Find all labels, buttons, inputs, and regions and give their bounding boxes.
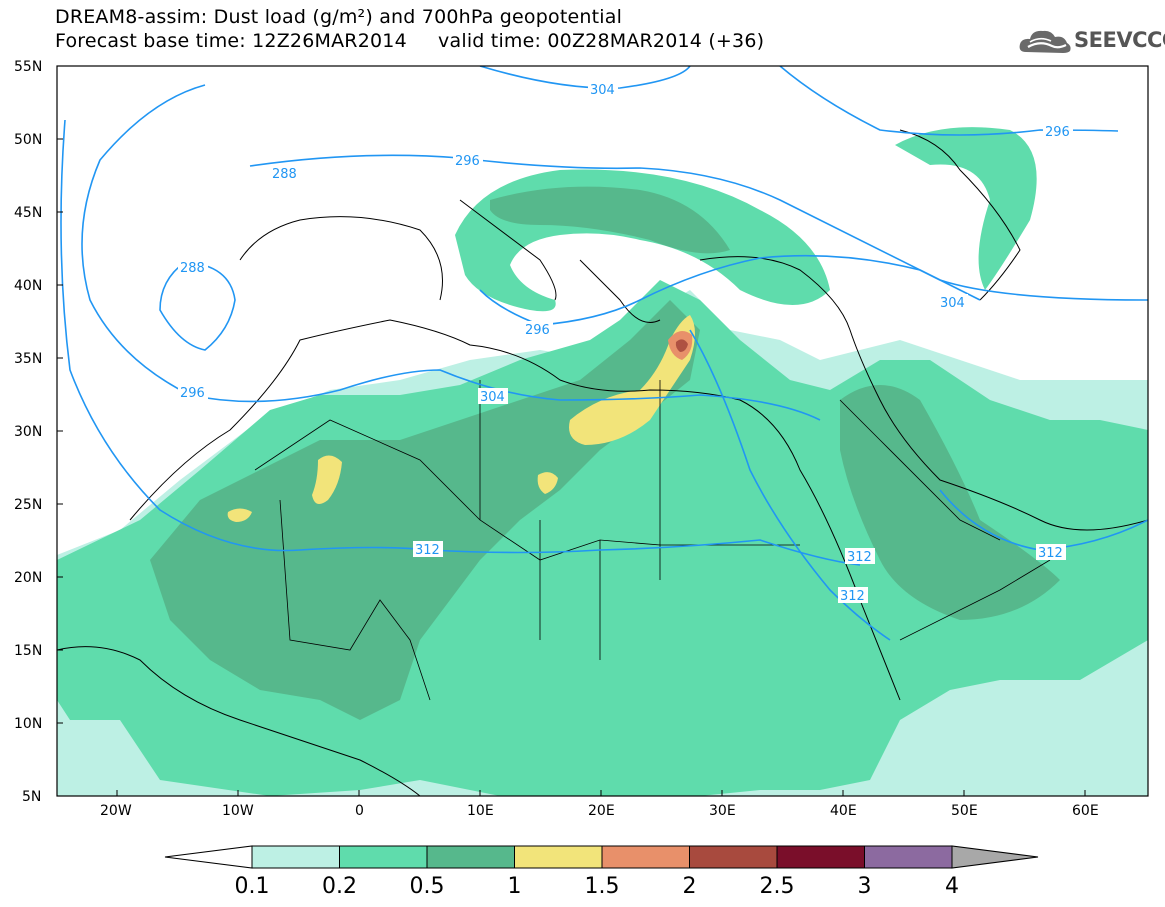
contour-label: 304 xyxy=(590,83,615,98)
contour-label: 304 xyxy=(480,390,505,405)
colorbar-label: 3 xyxy=(858,874,872,899)
colorbar-swatch xyxy=(864,845,953,869)
lat-labels: 55N 50N 45N 40N 35N 30N 25N 20N 15N 10N … xyxy=(14,59,42,805)
lon-tick-label: 0 xyxy=(355,803,364,819)
contour-label: 296 xyxy=(1045,125,1070,140)
contour-label: 296 xyxy=(455,154,480,169)
cloud-icon xyxy=(1019,30,1071,53)
contour-label: 288 xyxy=(180,261,205,276)
lat-tick-label: 25N xyxy=(14,497,42,513)
lon-tick-label: 10E xyxy=(467,803,494,819)
colorbar-label: 0.1 xyxy=(235,874,270,899)
colorbar-swatch xyxy=(514,845,603,869)
lat-tick-label: 35N xyxy=(14,351,42,367)
lon-tick-label: 20E xyxy=(588,803,615,819)
lat-tick-label: 15N xyxy=(14,643,42,659)
colorbar-swatch xyxy=(689,845,778,869)
lon-axis xyxy=(116,790,1086,796)
country-borders xyxy=(254,380,1051,701)
lat-tick-label: 55N xyxy=(14,59,42,75)
dust-field-yellow-4 xyxy=(537,472,558,494)
dust-field-yellow-1 xyxy=(569,315,695,445)
dust-field-dark-balkans xyxy=(490,186,730,254)
lat-tick-label: 45N xyxy=(14,205,42,221)
colorbar-label: 0.2 xyxy=(322,874,357,899)
dust-field-caspian xyxy=(895,127,1037,290)
lat-tick-label: 5N xyxy=(22,789,41,805)
colorbar-label: 0.5 xyxy=(410,874,445,899)
contour-labels: 304 296 288 288 296 296 304 312 312 312 … xyxy=(178,81,1073,604)
map-subtitle: Forecast base time: 12Z26MAR2014 valid t… xyxy=(55,30,765,52)
lat-axis xyxy=(57,65,63,797)
lon-labels: 20W 10W 0 10E 20E 30E 40E 50E 60E xyxy=(100,803,1099,819)
contour-label: 312 xyxy=(1038,546,1063,561)
contour-label: 312 xyxy=(847,550,872,565)
colorbar-label: 1.5 xyxy=(585,874,620,899)
dust-field-red xyxy=(675,339,688,352)
colorbar-swatch xyxy=(426,845,515,869)
colorbar-swatch xyxy=(601,845,690,869)
colorbar-swatch xyxy=(776,845,865,869)
contour-label: 312 xyxy=(415,543,440,558)
contour-label: 304 xyxy=(940,296,965,311)
logo-text: SEEVCCC xyxy=(1074,28,1165,52)
lat-tick-label: 40N xyxy=(14,278,42,294)
colorbar-left-arrow xyxy=(164,845,253,869)
dust-field-yellow-2 xyxy=(312,455,342,504)
lon-tick-label: 30E xyxy=(709,803,736,819)
lat-tick-label: 10N xyxy=(14,716,42,732)
colorbar-swatch xyxy=(339,845,428,869)
lon-tick-label: 40E xyxy=(830,803,857,819)
coastlines xyxy=(57,129,1148,796)
map-title: DREAM8-assim: Dust load (g/m²) and 700hP… xyxy=(55,6,623,28)
lon-tick-label: 20W xyxy=(100,803,132,819)
lat-tick-label: 20N xyxy=(14,570,42,586)
colorbar: 0.1 0.2 0.5 1 1.5 2 2.5 3 4 xyxy=(164,845,1039,899)
lon-tick-label: 10W xyxy=(222,803,254,819)
seevccc-logo: SEEVCCC xyxy=(1018,26,1165,56)
colorbar-swatch xyxy=(251,845,340,869)
colorbar-label: 4 xyxy=(945,874,959,899)
lat-tick-label: 30N xyxy=(14,424,42,440)
dust-field-yellow-3 xyxy=(227,508,252,522)
lat-tick-label: 50N xyxy=(14,132,42,148)
colorbar-label: 1 xyxy=(508,874,522,899)
lon-tick-label: 60E xyxy=(1072,803,1099,819)
contour-label: 296 xyxy=(180,386,205,401)
contour-label: 296 xyxy=(525,323,550,338)
dust-fields xyxy=(57,66,1148,796)
dust-field-dark xyxy=(150,300,700,720)
contour-label: 288 xyxy=(272,167,297,182)
map-header: DREAM8-assim: Dust load (g/m²) and 700hP… xyxy=(0,0,1165,60)
colorbar-label: 2.5 xyxy=(760,874,795,899)
lon-tick-label: 50E xyxy=(951,803,978,819)
colorbar-label: 2 xyxy=(683,874,697,899)
contour-label: 312 xyxy=(840,589,865,604)
colorbar-right-arrow xyxy=(951,845,1039,869)
